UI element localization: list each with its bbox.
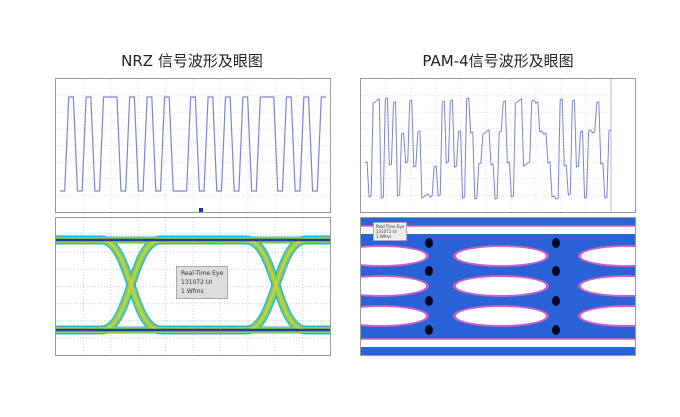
eye-crossing	[552, 325, 560, 335]
eye-crossing	[425, 238, 433, 248]
pam4-eye-panel: Real-Time Eye 131072 UI 1 Wfms	[360, 217, 636, 356]
nrz-eye-panel: Real-Time Eye 131072 UI 1 Wfms	[55, 217, 331, 356]
eye-label-line: Real-Time Eye	[376, 224, 405, 229]
nrz-title: NRZ 信号波形及眼图	[121, 52, 263, 70]
eye-opening	[361, 307, 426, 325]
eye-opening	[456, 307, 546, 325]
eye-label-line: 1 Wfms	[181, 288, 204, 295]
trigger-marker	[199, 208, 203, 212]
eye-crossing	[552, 296, 560, 306]
nrz-trace	[60, 96, 326, 192]
nrz-waveform	[56, 79, 330, 212]
eye-opening	[456, 277, 546, 295]
eye-opening	[361, 247, 426, 265]
nrz-eye-diagram	[56, 218, 330, 355]
eye-rail	[361, 226, 635, 234]
eye-opening	[581, 307, 635, 325]
eye-crossing	[425, 296, 433, 306]
eye-label-line: 131072 UI	[181, 279, 212, 286]
pam4-waveform	[361, 79, 612, 212]
pam4-eye-label: Real-Time Eye 131072 UI 1 Wfms	[373, 222, 408, 241]
eye-opening	[581, 247, 635, 265]
eye-opening	[456, 247, 546, 265]
pam4-waveform-panel	[360, 78, 636, 213]
eye-crossing	[552, 266, 560, 276]
eye-label-line: 1 Wfms	[376, 234, 392, 239]
eye-label-line: Real-Time Eye	[181, 270, 224, 277]
nrz-waveform-panel	[55, 78, 331, 213]
eye-rail	[361, 339, 635, 347]
eye-crossing	[552, 238, 560, 248]
pam4-trace	[364, 97, 612, 200]
eye-opening	[581, 277, 635, 295]
nrz-eye-label: Real-Time Eye 131072 UI 1 Wfms	[176, 266, 229, 299]
pam4-title: PAM-4信号波形及眼图	[422, 52, 574, 70]
eye-opening	[361, 277, 426, 295]
eye-label-line: 131072 UI	[376, 229, 397, 234]
eye-crossing	[425, 266, 433, 276]
eye-crossing	[425, 325, 433, 335]
